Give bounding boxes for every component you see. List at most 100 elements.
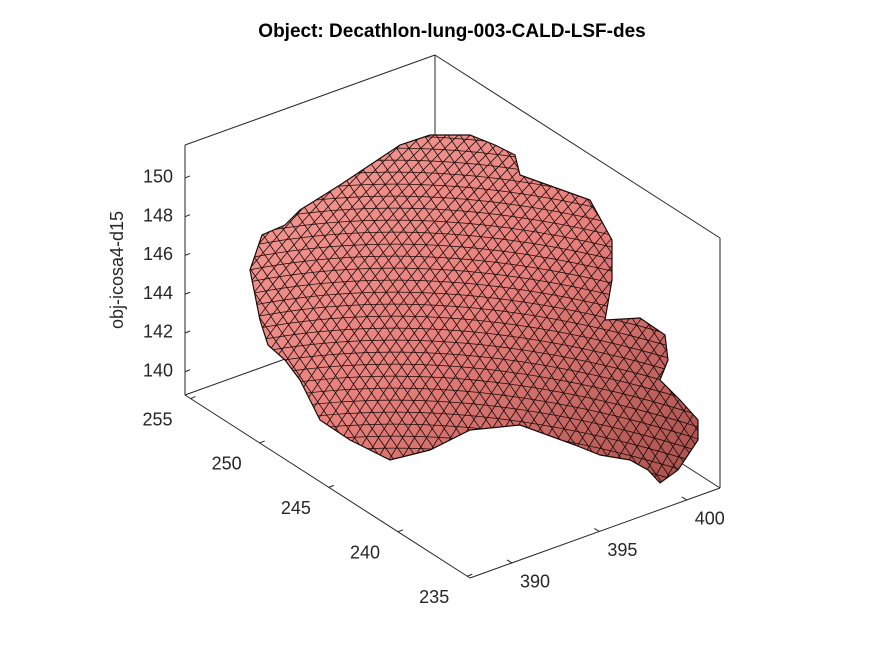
mesh-line bbox=[629, 135, 698, 483]
mesh-line bbox=[250, 135, 267, 483]
z-axis-label: obj-icosa4-d15 bbox=[107, 211, 127, 329]
mesh-line bbox=[425, 135, 687, 483]
mesh-line bbox=[0, 120, 50, 500]
mesh-line bbox=[250, 315, 698, 375]
mesh-line bbox=[250, 135, 411, 483]
mesh-line bbox=[0, 120, 210, 500]
mesh-line bbox=[593, 135, 698, 483]
box-edge bbox=[434, 54, 721, 239]
mesh-line bbox=[0, 120, 98, 500]
mesh-line bbox=[0, 120, 102, 500]
mesh-lines bbox=[0, 120, 875, 500]
mesh-line bbox=[0, 120, 158, 500]
y-tick bbox=[328, 484, 335, 488]
mesh-line bbox=[250, 303, 698, 363]
mesh-line bbox=[726, 120, 875, 500]
mesh-line bbox=[702, 120, 875, 500]
chart-title: Object: Decathlon-lung-003-CALD-LSF-des bbox=[258, 21, 645, 42]
y-tick-label: 235 bbox=[419, 587, 449, 607]
box-edge bbox=[469, 487, 721, 579]
z-tick-label: 146 bbox=[143, 244, 173, 264]
mesh-line bbox=[0, 120, 206, 500]
y-tick bbox=[397, 529, 404, 533]
z-tick-label: 140 bbox=[143, 360, 173, 380]
y-tick bbox=[190, 396, 196, 400]
y-tick-label: 250 bbox=[212, 454, 242, 474]
x-tick-label: 390 bbox=[520, 572, 550, 592]
z-tick bbox=[184, 291, 191, 295]
surface-fill bbox=[250, 135, 698, 483]
mesh-line bbox=[250, 135, 283, 483]
mesh-line bbox=[250, 327, 698, 387]
mesh-line bbox=[581, 135, 698, 483]
mesh-line bbox=[250, 135, 459, 483]
y-tick bbox=[259, 440, 265, 444]
x-tick-label: 400 bbox=[695, 509, 725, 529]
y-tick-label: 240 bbox=[350, 543, 380, 563]
mesh-line bbox=[0, 120, 122, 500]
mesh-line bbox=[569, 135, 698, 483]
mesh-line bbox=[250, 135, 255, 483]
z-tick bbox=[184, 214, 191, 218]
mesh-line bbox=[677, 135, 698, 483]
mesh-line bbox=[726, 120, 875, 500]
mesh-line bbox=[689, 135, 698, 483]
mesh-line bbox=[689, 135, 698, 483]
mesh-line bbox=[250, 351, 698, 411]
z-tick bbox=[184, 330, 191, 334]
x-tick bbox=[681, 496, 688, 501]
box-edge bbox=[184, 394, 471, 579]
mesh-line bbox=[665, 135, 698, 483]
mesh-line bbox=[665, 135, 698, 483]
mesh-line bbox=[0, 120, 74, 500]
mesh-line bbox=[641, 135, 698, 483]
z-tick-label: 150 bbox=[143, 167, 173, 187]
z-tick-label: 142 bbox=[143, 322, 173, 342]
mesh-line bbox=[653, 135, 698, 483]
mesh-line bbox=[0, 120, 90, 500]
mesh-line bbox=[250, 135, 447, 483]
y-tick-label: 255 bbox=[142, 409, 172, 429]
mesh-line bbox=[250, 135, 471, 483]
mesh-line bbox=[449, 135, 698, 483]
mesh-line bbox=[250, 291, 698, 351]
mesh-line bbox=[250, 135, 271, 483]
mesh-line bbox=[677, 135, 698, 483]
mesh-line bbox=[714, 120, 875, 500]
y-tick bbox=[467, 573, 473, 577]
z-tick bbox=[184, 175, 191, 179]
x-tick-label: 395 bbox=[607, 540, 637, 560]
z-tick-label: 148 bbox=[143, 205, 173, 225]
mesh-line bbox=[714, 120, 875, 500]
mesh-line bbox=[738, 120, 875, 500]
z-tick bbox=[184, 369, 191, 373]
mesh-line bbox=[250, 135, 259, 483]
mesh-line bbox=[437, 135, 698, 483]
mesh-line bbox=[250, 135, 423, 483]
box-edge bbox=[184, 54, 436, 146]
mesh-line bbox=[0, 120, 86, 500]
x-tick bbox=[594, 527, 600, 532]
z-tick bbox=[184, 253, 191, 256]
surface bbox=[0, 120, 875, 500]
mesh-line bbox=[250, 339, 698, 399]
mesh-line bbox=[738, 120, 875, 500]
mesh-line bbox=[401, 135, 663, 483]
mesh-line bbox=[0, 120, 62, 500]
mesh-line bbox=[461, 135, 698, 483]
mesh-line bbox=[0, 120, 110, 500]
mesh-line bbox=[413, 135, 675, 483]
mesh-line bbox=[0, 120, 114, 500]
x-tick bbox=[506, 559, 513, 564]
mesh-line bbox=[702, 120, 875, 500]
z-tick-label: 144 bbox=[143, 283, 173, 303]
mesh-line bbox=[0, 120, 150, 500]
mesh-line bbox=[377, 135, 639, 483]
y-tick-label: 245 bbox=[281, 498, 311, 518]
mesh-line bbox=[389, 135, 651, 483]
mesh-line bbox=[0, 120, 162, 500]
mesh-line bbox=[617, 135, 698, 483]
ticks: 140 142 144 146 148 150 235 240 245 250 255 390 395 4… bbox=[107, 167, 725, 607]
mesh-line bbox=[250, 135, 435, 483]
